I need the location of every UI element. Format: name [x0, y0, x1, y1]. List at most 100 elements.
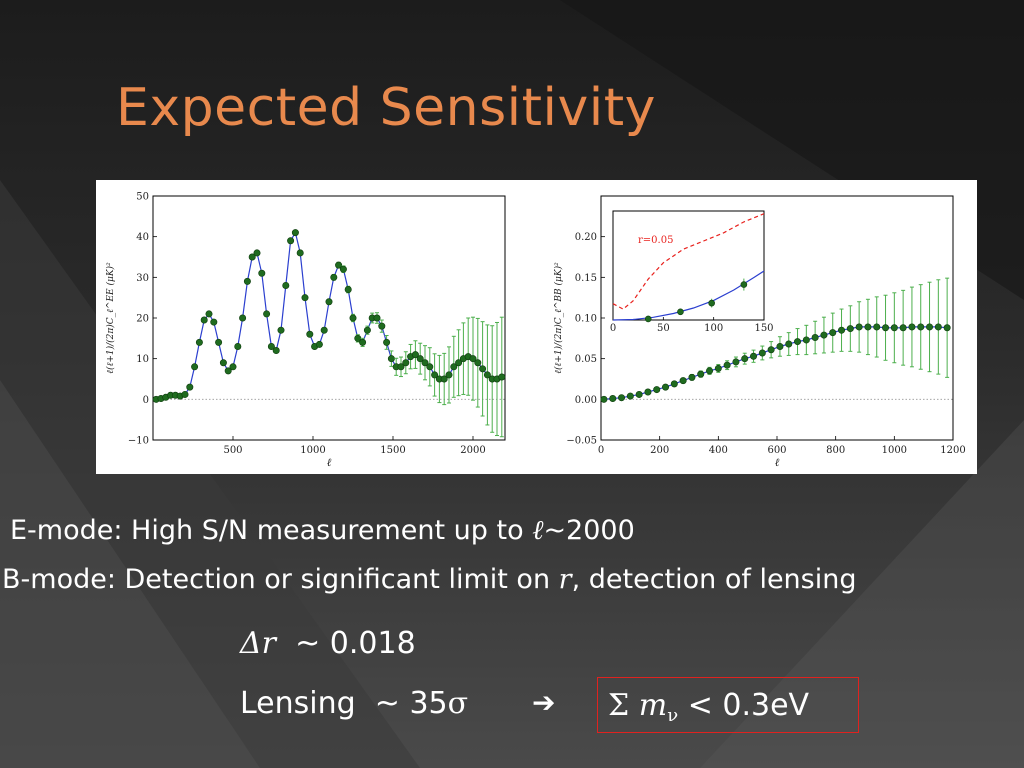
bb-data-point [600, 395, 608, 403]
ee-data-point [416, 355, 424, 363]
bb-ytick-label: 0.05 [575, 354, 597, 365]
sigma-symbol: σ [447, 686, 469, 721]
bb-data-point [917, 323, 925, 331]
bb-data-point [662, 383, 670, 391]
bb-data-point [926, 323, 934, 331]
ee-data-point [383, 338, 391, 346]
bb-xtick-label: 0 [598, 445, 604, 456]
lensing-label: Lensing [240, 686, 356, 721]
bullet-emode-value: ~2000 [543, 515, 635, 546]
ee-data-point [330, 273, 338, 281]
bb-data-point [820, 331, 828, 339]
sum-symbol: Σ [608, 688, 630, 723]
bullet-emode-text: E-mode: High S/N measurement up to [10, 515, 533, 546]
ee-data-point [248, 253, 256, 261]
delta-r-value: ~ 0.018 [295, 626, 416, 661]
ee-xtick-label: 1500 [380, 445, 405, 456]
arrow-icon: ➔ [532, 686, 556, 719]
ee-data-point [253, 249, 261, 257]
ee-data-point [426, 363, 434, 371]
ee-data-point [373, 314, 381, 322]
bb-xtick-label: 1000 [882, 445, 907, 456]
bb-data-point [732, 358, 740, 366]
lensing-value: ~ 35 [374, 686, 448, 721]
bb-data-point [618, 394, 626, 402]
inset-data-point [677, 308, 684, 316]
bb-data-point [934, 323, 942, 331]
bb-data-point [644, 388, 652, 396]
ee-data-point [411, 351, 419, 359]
ee-ylabel: ℓ(ℓ+1)/(2π)C_ℓ^EE (μK)² [105, 262, 116, 374]
ell-symbol: ℓ [532, 515, 544, 546]
nu-subscript: ν [667, 705, 679, 726]
bb-data-point [899, 324, 907, 332]
ee-data-point [474, 359, 482, 367]
ee-data-point [455, 359, 463, 367]
ee-data-point [239, 314, 247, 322]
bullet-bmode-suffix: , detection of lensing [571, 564, 857, 595]
ee-data-point [191, 363, 199, 371]
ee-data-point [325, 298, 333, 306]
ee-data-point [186, 383, 194, 391]
bb-data-point [609, 395, 617, 403]
bb-data-point [838, 326, 846, 334]
ee-data-point [263, 310, 271, 318]
bb-data-point [776, 342, 784, 350]
ee-data-point [344, 286, 352, 294]
bb-ytick-label: 0.00 [575, 395, 597, 406]
bb-data-point [943, 324, 951, 332]
bb-data-point [855, 323, 863, 331]
ee-data-point [267, 342, 275, 350]
inset-xtick-label: 50 [657, 323, 670, 334]
inset-data-point [740, 281, 748, 288]
ee-ytick-label: 30 [136, 273, 149, 284]
bb-data-point [706, 367, 714, 375]
bb-ytick-label: 0.15 [575, 273, 597, 284]
bb-data-point [811, 334, 819, 342]
inset-xtick-label: 0 [610, 323, 616, 334]
ee-data-point [205, 310, 213, 318]
bb-data-point [767, 346, 775, 354]
bb-ytick-label: −0.05 [566, 436, 597, 447]
ee-data-point [224, 367, 232, 375]
ee-data-point [498, 373, 506, 381]
ee-data-point [229, 363, 237, 371]
bb-data-point [741, 355, 749, 363]
ee-data-point [272, 347, 280, 355]
bb-data-point [864, 323, 872, 331]
ee-data-point [287, 237, 295, 245]
ee-data-point [195, 338, 203, 346]
ee-data-point [296, 249, 304, 257]
ee-data-point [258, 269, 266, 277]
bb-xlabel: ℓ [775, 456, 780, 469]
ee-data-point [483, 371, 491, 379]
bb-data-point [785, 340, 793, 348]
neutrino-mass-box [597, 677, 859, 733]
bullet-bmode-text: B-mode: Detection or significant limit o… [2, 564, 559, 595]
ee-data-point [320, 326, 328, 334]
ee-data-point [349, 314, 357, 322]
bb-data-point [890, 324, 898, 332]
bb-data-point [697, 370, 705, 378]
ee-data-point [402, 359, 410, 367]
ee-xtick-label: 2000 [460, 445, 485, 456]
inset-data-point [708, 299, 715, 307]
ee-data-point [234, 342, 242, 350]
slide-title: Expected Sensitivity [116, 78, 656, 138]
ee-data-point [387, 355, 395, 363]
inset-xtick-label: 150 [754, 323, 773, 334]
bb-data-point [750, 352, 758, 360]
bb-data-point [679, 377, 687, 385]
bullet-bmode: B-mode: Detection or significant limit o… [2, 564, 857, 595]
inset-theory-line [612, 270, 765, 321]
bb-data-point [714, 364, 722, 372]
bb-data-point [688, 373, 696, 381]
bb-data-point [758, 349, 766, 357]
bb-ytick-label: 0.10 [575, 314, 597, 325]
ee-ytick-label: 0 [143, 395, 149, 406]
ee-data-point [219, 359, 227, 367]
bb-data-point [802, 336, 810, 344]
ee-data-point [243, 277, 251, 285]
bb-theory-line [603, 326, 948, 400]
ee-data-point [181, 390, 189, 398]
